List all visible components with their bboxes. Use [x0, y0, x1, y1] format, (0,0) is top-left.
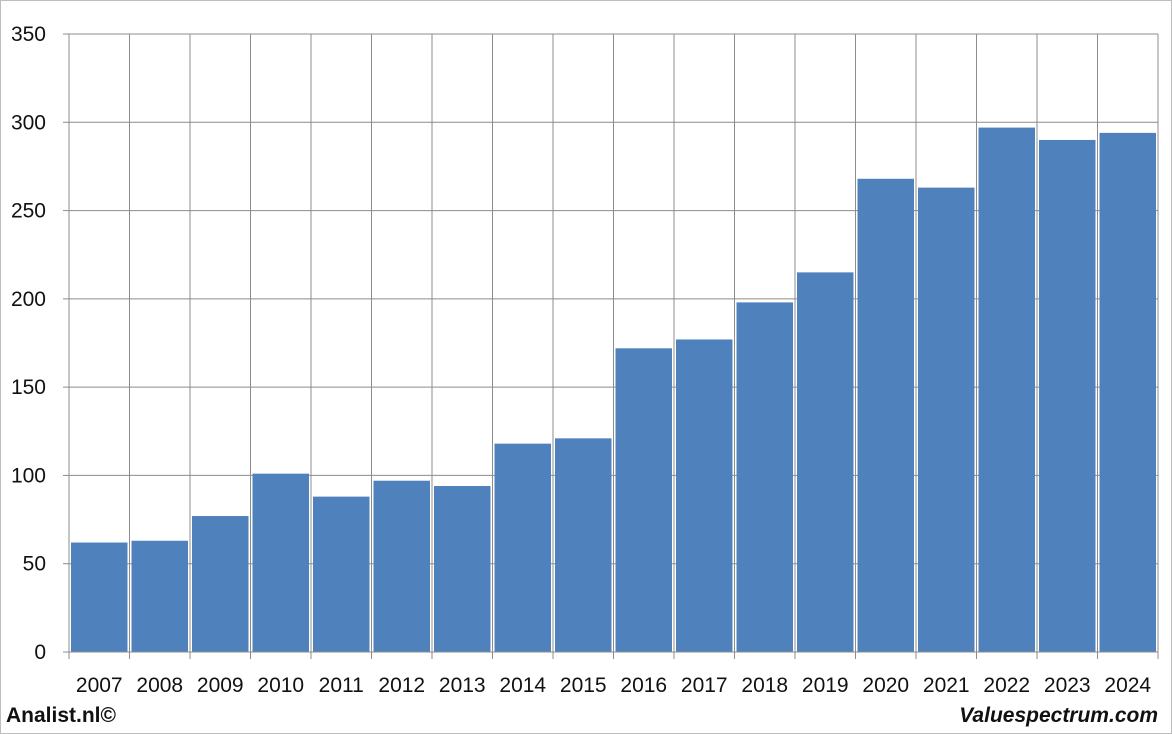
x-tick-label: 2019: [802, 674, 849, 697]
x-tick-label: 2024: [1104, 674, 1151, 697]
bar: [797, 272, 854, 652]
footer-brand-label: Valuespectrum.com: [959, 704, 1158, 727]
bar: [434, 486, 491, 652]
y-tick-label: 100: [11, 464, 46, 487]
x-tick-label: 2016: [620, 674, 667, 697]
bar: [676, 339, 733, 652]
x-tick-label: 2007: [76, 674, 123, 697]
x-tick-label: 2011: [319, 674, 364, 697]
x-tick-label: 2018: [741, 674, 788, 697]
x-tick-label: 2008: [136, 674, 183, 697]
x-tick-label: 2013: [439, 674, 486, 697]
bar: [857, 178, 914, 652]
y-tick-label: 350: [11, 23, 46, 46]
y-tick-label: 150: [11, 376, 46, 399]
footer-source-label: Analist.nl©: [6, 704, 116, 727]
y-tick-label: 200: [11, 288, 46, 311]
bar: [1099, 132, 1156, 652]
bar: [494, 443, 551, 652]
y-tick-label: 300: [11, 111, 46, 134]
bar: [252, 473, 309, 652]
y-tick-label: 0: [34, 641, 46, 664]
bar: [1039, 139, 1096, 652]
y-tick-label: 250: [11, 200, 46, 223]
x-tick-label: 2010: [257, 674, 304, 697]
bar: [978, 127, 1035, 652]
x-tick-label: 2021: [923, 674, 970, 697]
bar: [192, 516, 249, 652]
x-tick-label: 2015: [560, 674, 607, 697]
x-tick-label: 2012: [378, 674, 425, 697]
x-tick-label: 2017: [681, 674, 728, 697]
bar: [131, 540, 188, 652]
x-tick-label: 2020: [862, 674, 909, 697]
bar: [615, 348, 672, 652]
bar: [918, 187, 975, 653]
bar: [555, 438, 612, 652]
x-tick-label: 2022: [983, 674, 1030, 697]
bar: [373, 480, 430, 652]
bar: [71, 542, 128, 652]
x-tick-label: 2014: [499, 674, 546, 697]
x-tick-label: 2023: [1044, 674, 1091, 697]
bar: [313, 496, 370, 652]
bar: [736, 302, 793, 652]
y-tick-label: 50: [23, 553, 46, 576]
x-tick-label: 2009: [197, 674, 244, 697]
